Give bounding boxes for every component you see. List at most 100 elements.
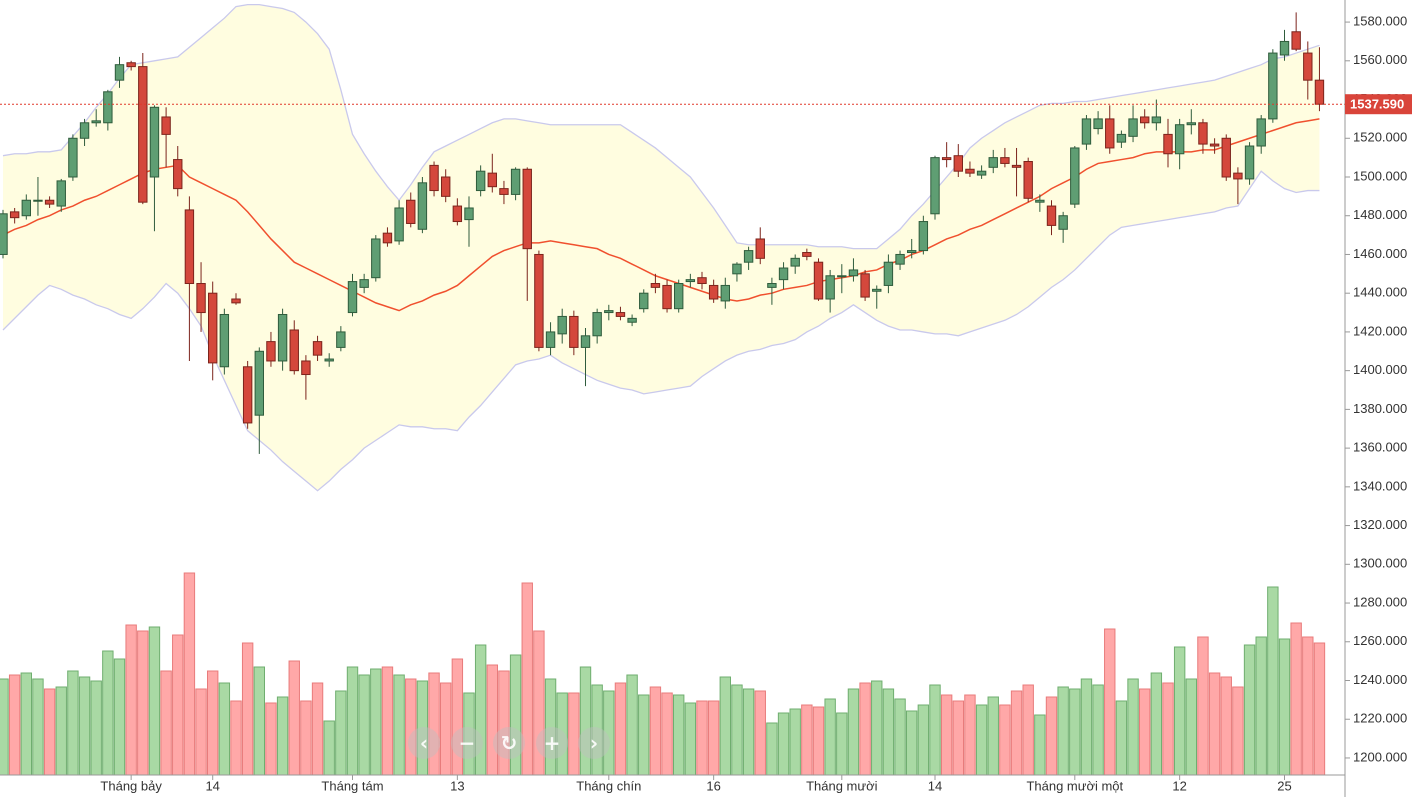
volume-bar [1069,688,1081,776]
y-tick-label: 1460.000 [1353,246,1407,261]
candle-body [1279,40,1290,56]
volume-bar [847,688,860,776]
candle-body [1209,143,1220,147]
x-tick-label: Tháng chín [576,778,641,793]
volume-bar [1115,700,1128,776]
candle-body [266,341,276,362]
volume-bar [1220,676,1232,776]
volume-bar [440,682,452,776]
y-tick-label: 1400.000 [1353,362,1407,377]
volume-bar [906,710,918,776]
candle-body [208,292,218,364]
volume-bar [649,686,662,776]
scroll-right-button[interactable]: › [578,727,610,759]
volume-bar [638,694,650,776]
candle-body [1186,122,1196,126]
volume-bar [148,626,161,776]
volume-bar [999,704,1011,776]
candle-body [9,211,20,219]
candle-body [697,277,707,285]
candle-body [289,329,299,372]
x-tick-label: Tháng mười [806,778,878,793]
zoom-out-button[interactable]: − [451,727,483,759]
volume-bar [195,688,207,776]
volume-bar [952,700,964,776]
candle-body [103,91,113,124]
volume-bar [172,634,184,776]
x-tick-label: Tháng tám [321,778,383,793]
candle-body [1174,124,1185,155]
candle-body [813,261,824,300]
volume-bar [1080,678,1093,776]
volume-bar [276,696,289,776]
y-tick-label: 1380.000 [1353,401,1407,416]
volume-bar [1185,678,1197,776]
candle-body [1000,157,1010,164]
y-tick-label: 1240.000 [1353,672,1407,687]
volume-bar [125,624,137,776]
candle-body [1303,52,1313,81]
candle-body [336,331,346,348]
candle-body [126,62,136,68]
candle-body [79,122,90,139]
candle-body [1151,116,1162,124]
candle-body [324,358,334,362]
candle-body [371,238,381,279]
reset-button[interactable]: ↻ [493,727,525,759]
volume-bar [253,666,266,776]
volume-bar [288,660,300,776]
candle-body [114,64,125,81]
volume-bar [90,680,102,776]
candle-body [184,209,195,285]
scroll-left-button[interactable]: ‹ [408,727,440,759]
y-tick-label: 1200.000 [1353,749,1407,764]
volume-bar [474,644,487,776]
volume-bar [1173,646,1186,776]
x-tick-label: 16 [706,778,720,793]
y-tick-label: 1220.000 [1353,711,1407,726]
volume-bar [370,668,382,776]
volume-bar [335,690,347,776]
zoom-in-button[interactable]: + [536,727,568,759]
y-tick-label: 1560.000 [1353,52,1407,67]
y-tick-label: 1580.000 [1353,14,1407,29]
volume-bar [812,706,825,776]
volume-bar [1267,586,1279,776]
candle-body [720,284,730,302]
candle-body [475,170,486,192]
candle-body [487,172,498,188]
candle-body [802,252,812,257]
candle-body [1198,122,1208,145]
volume-bar [859,682,871,776]
volume-bar [346,666,359,776]
candle-body [1314,79,1325,105]
volume-bar [1045,696,1058,776]
volume-bar [78,676,91,776]
volume-bar [1034,714,1046,776]
candle-body [1058,215,1068,230]
x-tick-label: 12 [1172,778,1186,793]
band-middle-line [2,118,1320,312]
candle-body [953,155,963,172]
last-price-tag [1345,94,1412,115]
band-lower-line [2,170,1320,492]
volume-bar [661,692,673,776]
candle-body [44,199,55,205]
y-tick-label: 1480.000 [1353,207,1407,222]
candle-body [382,232,393,244]
volume-bar [55,686,67,776]
candle-body [231,298,241,304]
candle-body [848,269,859,277]
volume-bar [1092,684,1104,776]
candle-body [1268,52,1278,120]
volume-bar [1243,644,1256,776]
y-tick-label: 1260.000 [1353,633,1407,648]
volume-bar [940,694,953,776]
candle-body [1046,205,1057,226]
candle-body [907,250,917,254]
candle-body [778,267,789,281]
candle-body [895,253,905,265]
candle-body [68,137,78,178]
volume-bar [673,694,685,776]
